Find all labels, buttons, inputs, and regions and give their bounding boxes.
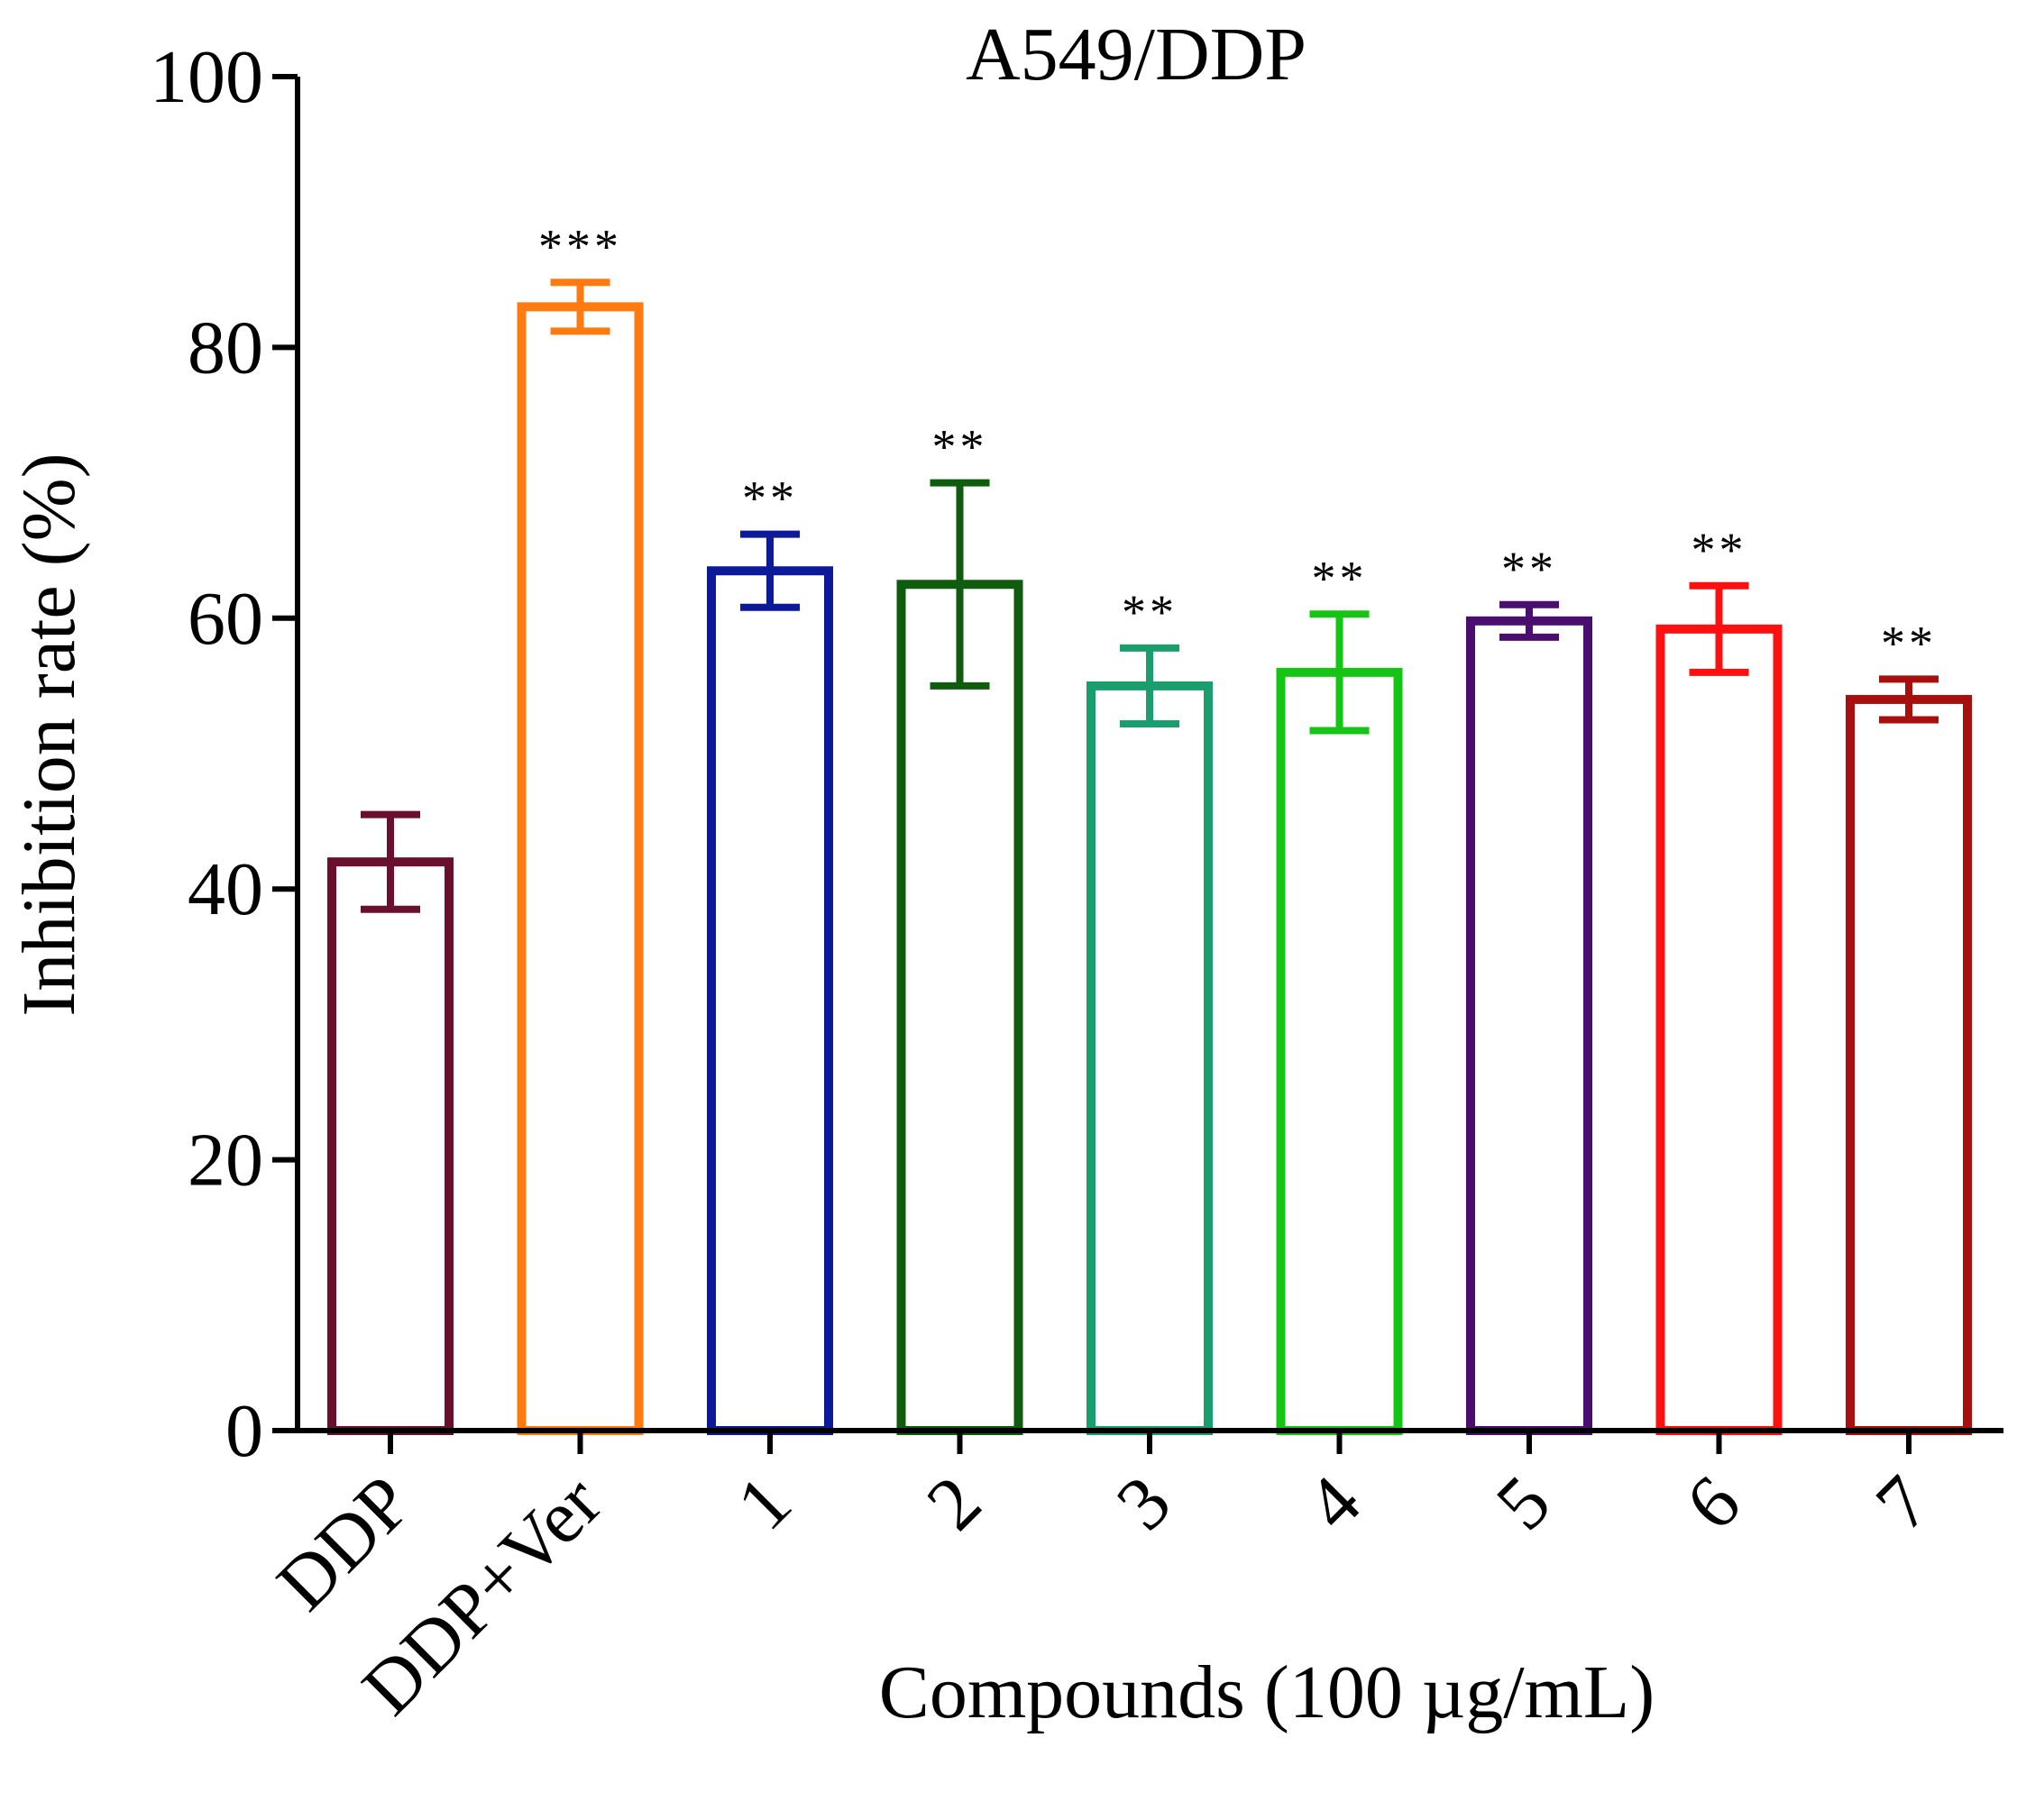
bar-7 <box>1466 616 1592 1435</box>
y-tick-label-0: 0 <box>225 1389 263 1473</box>
y-tick-label-3: 60 <box>188 577 263 661</box>
bar-2 <box>517 302 644 1436</box>
y-ticks-group: 0 20 40 60 80 100 <box>150 35 298 1473</box>
y-tick-label-1: 20 <box>188 1119 263 1203</box>
x-tick-label-3: 1 <box>721 1460 807 1546</box>
y-tick-label-5: 100 <box>150 35 263 119</box>
x-tick-label-1: DDP <box>261 1460 428 1627</box>
x-tick-label-9: 7 <box>1860 1460 1946 1546</box>
significance-label-8: ** <box>1692 523 1747 577</box>
significance-label-3: ** <box>742 471 798 526</box>
bar-6 <box>1276 667 1403 1435</box>
significance-label-2: *** <box>538 219 622 273</box>
bar-5 <box>1086 681 1213 1435</box>
x-tick-label-8: 6 <box>1670 1460 1756 1546</box>
bar-3 <box>707 566 833 1435</box>
significance-label-7: ** <box>1501 542 1557 596</box>
x-tick-label-4: 2 <box>911 1460 996 1546</box>
bar-1 <box>327 857 454 1435</box>
bars-group: *********** ** **** <box>327 219 1972 1436</box>
significance-label-4: ** <box>932 420 988 474</box>
significance-label-9: ** <box>1881 616 1937 670</box>
significance-label-5: ** <box>1122 585 1178 639</box>
x-axis-label: Compounds (100 µg/mL) <box>879 1651 1655 1734</box>
bar-4 <box>896 580 1023 1435</box>
x-tick-label-7: 5 <box>1481 1460 1566 1546</box>
x-tick-label-6: 4 <box>1290 1460 1376 1546</box>
chart-title: A549/DDP <box>966 13 1306 96</box>
significance-label-6: ** <box>1312 551 1368 605</box>
y-tick-label-4: 80 <box>188 306 263 389</box>
bar-9 <box>1846 694 1972 1435</box>
y-tick-label-2: 40 <box>188 847 263 931</box>
y-axis-label: Inhibition rate (%) <box>7 453 91 1016</box>
bar-8 <box>1655 624 1783 1435</box>
x-tick-label-5: 3 <box>1101 1460 1187 1546</box>
